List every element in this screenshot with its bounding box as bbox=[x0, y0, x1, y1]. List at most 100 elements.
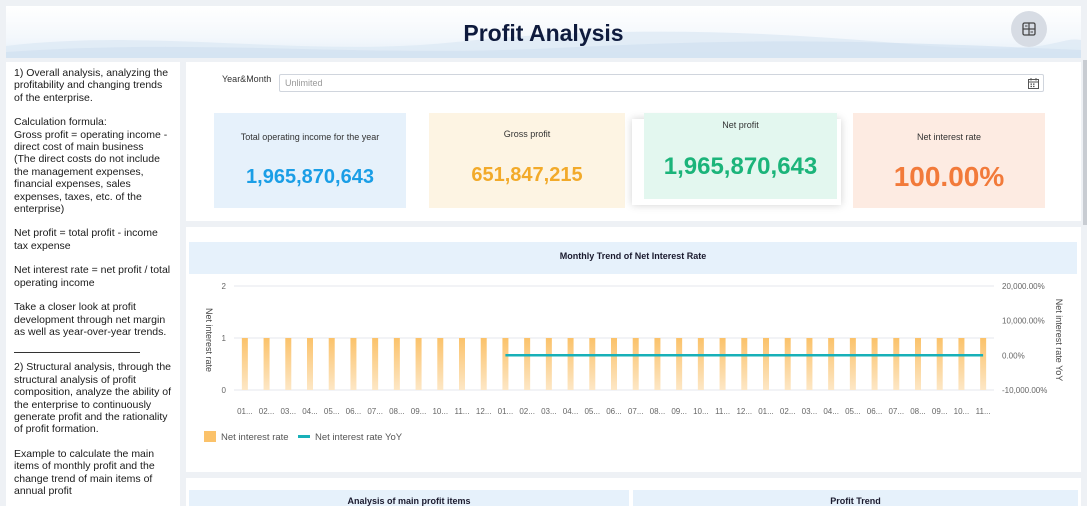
bar bbox=[567, 338, 574, 390]
y-right-tick-label: 0.00% bbox=[1002, 351, 1025, 360]
bar bbox=[415, 338, 422, 390]
x-tick-label: 04... bbox=[563, 407, 579, 416]
x-tick-label: 08... bbox=[650, 407, 666, 416]
bar bbox=[871, 338, 878, 390]
bar bbox=[784, 338, 791, 390]
bar bbox=[980, 338, 987, 390]
bottom-panel: Analysis of main profit items Profit Tre… bbox=[186, 478, 1081, 506]
y-tick-label: 2 bbox=[222, 282, 227, 291]
bar bbox=[611, 338, 617, 390]
x-tick-label: 06... bbox=[606, 407, 622, 416]
kpi-value: 100.00% bbox=[893, 161, 1005, 192]
x-tick-label: 11... bbox=[455, 407, 470, 416]
kpi-card-net-interest-rate: Net interest rate 100.00% bbox=[853, 113, 1045, 208]
x-tick-label: 06... bbox=[346, 407, 362, 416]
bar bbox=[828, 338, 835, 390]
y-right-tick-label: 10,000.00% bbox=[1002, 317, 1045, 326]
legend-swatch-bar bbox=[204, 431, 216, 442]
kpi-label: Total operating income for the year bbox=[240, 132, 380, 142]
x-tick-label: 10... bbox=[954, 407, 970, 416]
y-axis-title: Net interest rate bbox=[204, 308, 214, 372]
x-tick-label: 08... bbox=[910, 407, 926, 416]
x-tick-label: 07... bbox=[367, 407, 383, 416]
bar bbox=[545, 338, 552, 390]
x-tick-label: 07... bbox=[628, 407, 644, 416]
profit-trend-title: Profit Trend bbox=[633, 490, 1078, 506]
x-tick-label: 10... bbox=[432, 407, 448, 416]
x-tick-label: 09... bbox=[932, 407, 948, 416]
kpi-card-net-profit: Net profit 1,965,870,643 bbox=[632, 113, 841, 205]
bar bbox=[480, 338, 487, 390]
main-profit-items-title: Analysis of main profit items bbox=[189, 490, 629, 506]
x-tick-label: 01... bbox=[498, 407, 514, 416]
legend-label: Net interest rate YoY bbox=[315, 432, 403, 443]
x-tick-label: 09... bbox=[411, 407, 427, 416]
legend-swatch-line bbox=[298, 435, 310, 438]
bar bbox=[719, 338, 726, 390]
x-tick-label: 04... bbox=[302, 407, 318, 416]
x-tick-label: 01... bbox=[758, 407, 774, 416]
bar bbox=[524, 338, 531, 390]
x-tick-label: 09... bbox=[671, 407, 687, 416]
x-tick-label: 07... bbox=[888, 407, 904, 416]
dashboard-menu-button[interactable] bbox=[1011, 11, 1047, 47]
bar bbox=[697, 338, 704, 390]
bar bbox=[763, 338, 769, 390]
header: Profit Analysis bbox=[6, 6, 1081, 58]
x-tick-label: 12... bbox=[476, 407, 492, 416]
kpi-value: 651,847,215 bbox=[471, 164, 583, 186]
x-tick-label: 12... bbox=[736, 407, 752, 416]
kpi-card-highlight: Net profit 1,965,870,643 bbox=[644, 113, 837, 199]
bar bbox=[328, 338, 335, 390]
bar bbox=[632, 338, 639, 390]
kpi-card-gross-profit: Gross profit 651,847,215 bbox=[429, 113, 625, 208]
bar bbox=[958, 338, 965, 390]
kpi-value: 1,965,870,643 bbox=[246, 166, 374, 188]
bar bbox=[915, 338, 921, 390]
bar bbox=[893, 338, 900, 390]
x-tick-label: 03... bbox=[802, 407, 818, 416]
header-wave-decoration bbox=[6, 31, 1081, 58]
x-tick-label: 01... bbox=[237, 407, 253, 416]
legend-label: Net interest rate bbox=[221, 432, 289, 443]
bar bbox=[241, 338, 248, 390]
chart-title: Monthly Trend of Net Interest Rate bbox=[189, 242, 1077, 274]
kpi-label: Net interest rate bbox=[916, 132, 982, 142]
x-tick-label: 04... bbox=[823, 407, 839, 416]
y-right-tick-label: 20,000.00% bbox=[1002, 282, 1045, 291]
x-tick-label: 03... bbox=[280, 407, 296, 416]
bar bbox=[502, 338, 509, 390]
bar bbox=[741, 338, 748, 390]
bar bbox=[654, 338, 661, 390]
scrollbar[interactable] bbox=[1083, 60, 1087, 225]
x-tick-label: 08... bbox=[389, 407, 405, 416]
year-month-picker[interactable]: Unlimited bbox=[279, 74, 1044, 92]
bar bbox=[589, 338, 596, 390]
x-tick-label: 02... bbox=[519, 407, 535, 416]
x-tick-label: 05... bbox=[324, 407, 340, 416]
description-paragraph: Take a closer look at profit development… bbox=[14, 301, 167, 338]
year-month-label: Year&Month bbox=[222, 74, 272, 84]
kpi-value: 1,965,870,643 bbox=[663, 153, 818, 180]
x-tick-label: 10... bbox=[693, 407, 709, 416]
y-tick-label: 0 bbox=[222, 386, 227, 395]
net-interest-rate-chart-panel: Monthly Trend of Net Interest Rate 0 1 2 -1… bbox=[186, 227, 1081, 472]
bar bbox=[393, 338, 400, 390]
y-tick-label: 1 bbox=[222, 334, 227, 343]
x-tick-label: 11... bbox=[976, 407, 991, 416]
dashboard-grid-icon bbox=[1022, 22, 1036, 36]
x-tick-label: 05... bbox=[845, 407, 861, 416]
bar bbox=[307, 338, 313, 390]
net-interest-rate-chart: 0 1 2 -10,000.00% 0.00% 10,000.00% 20,000.00% N… bbox=[204, 282, 1064, 443]
kpi-panel: Year&Month Unlimited Total operating inc… bbox=[186, 62, 1081, 221]
bar bbox=[437, 338, 444, 390]
x-tick-label: 02... bbox=[780, 407, 796, 416]
divider bbox=[14, 352, 140, 354]
calendar-icon[interactable] bbox=[1028, 78, 1039, 89]
y-right-axis-title: Net interest rate YoY bbox=[1054, 299, 1064, 382]
bar bbox=[676, 338, 683, 390]
kpi-label: Net profit bbox=[722, 120, 759, 130]
bar bbox=[849, 338, 856, 390]
y-right-tick-label: -10,000.00% bbox=[1002, 386, 1047, 395]
description-paragraph: Example to calculate the main items of m… bbox=[14, 447, 155, 497]
